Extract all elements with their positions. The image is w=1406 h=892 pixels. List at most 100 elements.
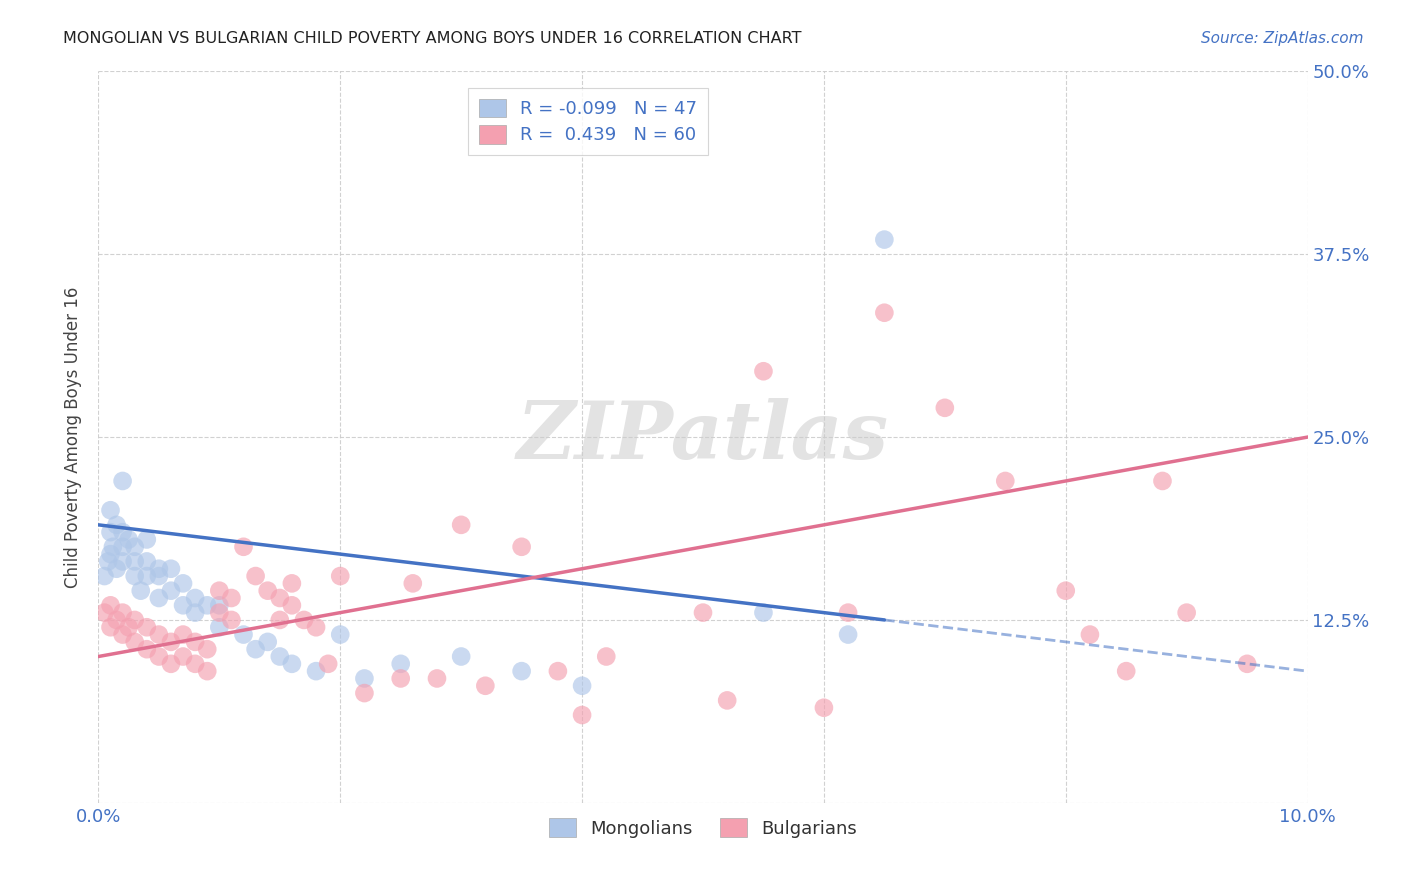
Point	[195, 664, 218, 678]
Point	[208, 620, 231, 634]
Text: Source: ZipAtlas.com: Source: ZipAtlas.com	[1201, 31, 1364, 46]
Point	[184, 606, 207, 620]
Point	[571, 708, 593, 723]
Point	[93, 569, 115, 583]
Point	[160, 562, 183, 576]
Text: MONGOLIAN VS BULGARIAN CHILD POVERTY AMONG BOYS UNDER 16 CORRELATION CHART: MONGOLIAN VS BULGARIAN CHILD POVERTY AMO…	[63, 31, 801, 46]
Point	[172, 649, 194, 664]
Point	[135, 554, 157, 568]
Point	[172, 576, 194, 591]
Point	[353, 672, 375, 686]
Point	[129, 583, 152, 598]
Point	[547, 664, 569, 678]
Point	[100, 547, 122, 561]
Point	[245, 569, 267, 583]
Point	[510, 540, 533, 554]
Point	[184, 635, 207, 649]
Point	[305, 620, 328, 634]
Point	[93, 606, 115, 620]
Point	[172, 599, 194, 613]
Point	[389, 657, 412, 671]
Point	[111, 525, 134, 540]
Point	[111, 606, 134, 620]
Point	[135, 533, 157, 547]
Legend: Mongolians, Bulgarians: Mongolians, Bulgarians	[541, 811, 865, 845]
Point	[232, 540, 254, 554]
Point	[269, 649, 291, 664]
Point	[124, 554, 146, 568]
Point	[160, 635, 183, 649]
Point	[692, 606, 714, 620]
Point	[221, 591, 243, 605]
Point	[124, 613, 146, 627]
Point	[752, 606, 775, 620]
Point	[256, 635, 278, 649]
Point	[1152, 474, 1174, 488]
Point	[245, 642, 267, 657]
Point	[292, 613, 315, 627]
Point	[208, 606, 231, 620]
Point	[353, 686, 375, 700]
Point	[111, 540, 134, 554]
Point	[329, 569, 352, 583]
Point	[100, 503, 122, 517]
Point	[105, 562, 128, 576]
Point	[148, 591, 170, 605]
Point	[195, 642, 218, 657]
Point	[1054, 583, 1077, 598]
Point	[813, 700, 835, 714]
Point	[450, 517, 472, 532]
Point	[135, 620, 157, 634]
Point	[716, 693, 738, 707]
Point	[100, 599, 122, 613]
Point	[184, 591, 207, 605]
Point	[426, 672, 449, 686]
Point	[1175, 606, 1198, 620]
Point	[232, 627, 254, 641]
Point	[195, 599, 218, 613]
Point	[269, 591, 291, 605]
Point	[105, 613, 128, 627]
Point	[329, 627, 352, 641]
Point	[221, 613, 243, 627]
Point	[135, 642, 157, 657]
Y-axis label: Child Poverty Among Boys Under 16: Child Poverty Among Boys Under 16	[65, 286, 83, 588]
Point	[111, 474, 134, 488]
Point	[281, 576, 304, 591]
Point	[105, 517, 128, 532]
Point	[571, 679, 593, 693]
Point	[101, 540, 124, 554]
Point	[172, 627, 194, 641]
Point	[256, 583, 278, 598]
Point	[934, 401, 956, 415]
Point	[111, 554, 134, 568]
Point	[281, 599, 304, 613]
Point	[124, 540, 146, 554]
Point	[100, 620, 122, 634]
Point	[148, 649, 170, 664]
Point	[837, 606, 859, 620]
Point	[316, 657, 339, 671]
Point	[160, 657, 183, 671]
Point	[1078, 627, 1101, 641]
Point	[595, 649, 617, 664]
Point	[100, 525, 122, 540]
Point	[135, 569, 157, 583]
Point	[97, 554, 120, 568]
Point	[111, 627, 134, 641]
Point	[1236, 657, 1258, 671]
Point	[873, 306, 896, 320]
Point	[752, 364, 775, 378]
Point	[1115, 664, 1137, 678]
Point	[148, 627, 170, 641]
Point	[994, 474, 1017, 488]
Point	[124, 635, 146, 649]
Point	[118, 533, 141, 547]
Point	[208, 599, 231, 613]
Text: ZIPatlas: ZIPatlas	[517, 399, 889, 475]
Point	[124, 569, 146, 583]
Point	[510, 664, 533, 678]
Point	[389, 672, 412, 686]
Point	[281, 657, 304, 671]
Point	[160, 583, 183, 598]
